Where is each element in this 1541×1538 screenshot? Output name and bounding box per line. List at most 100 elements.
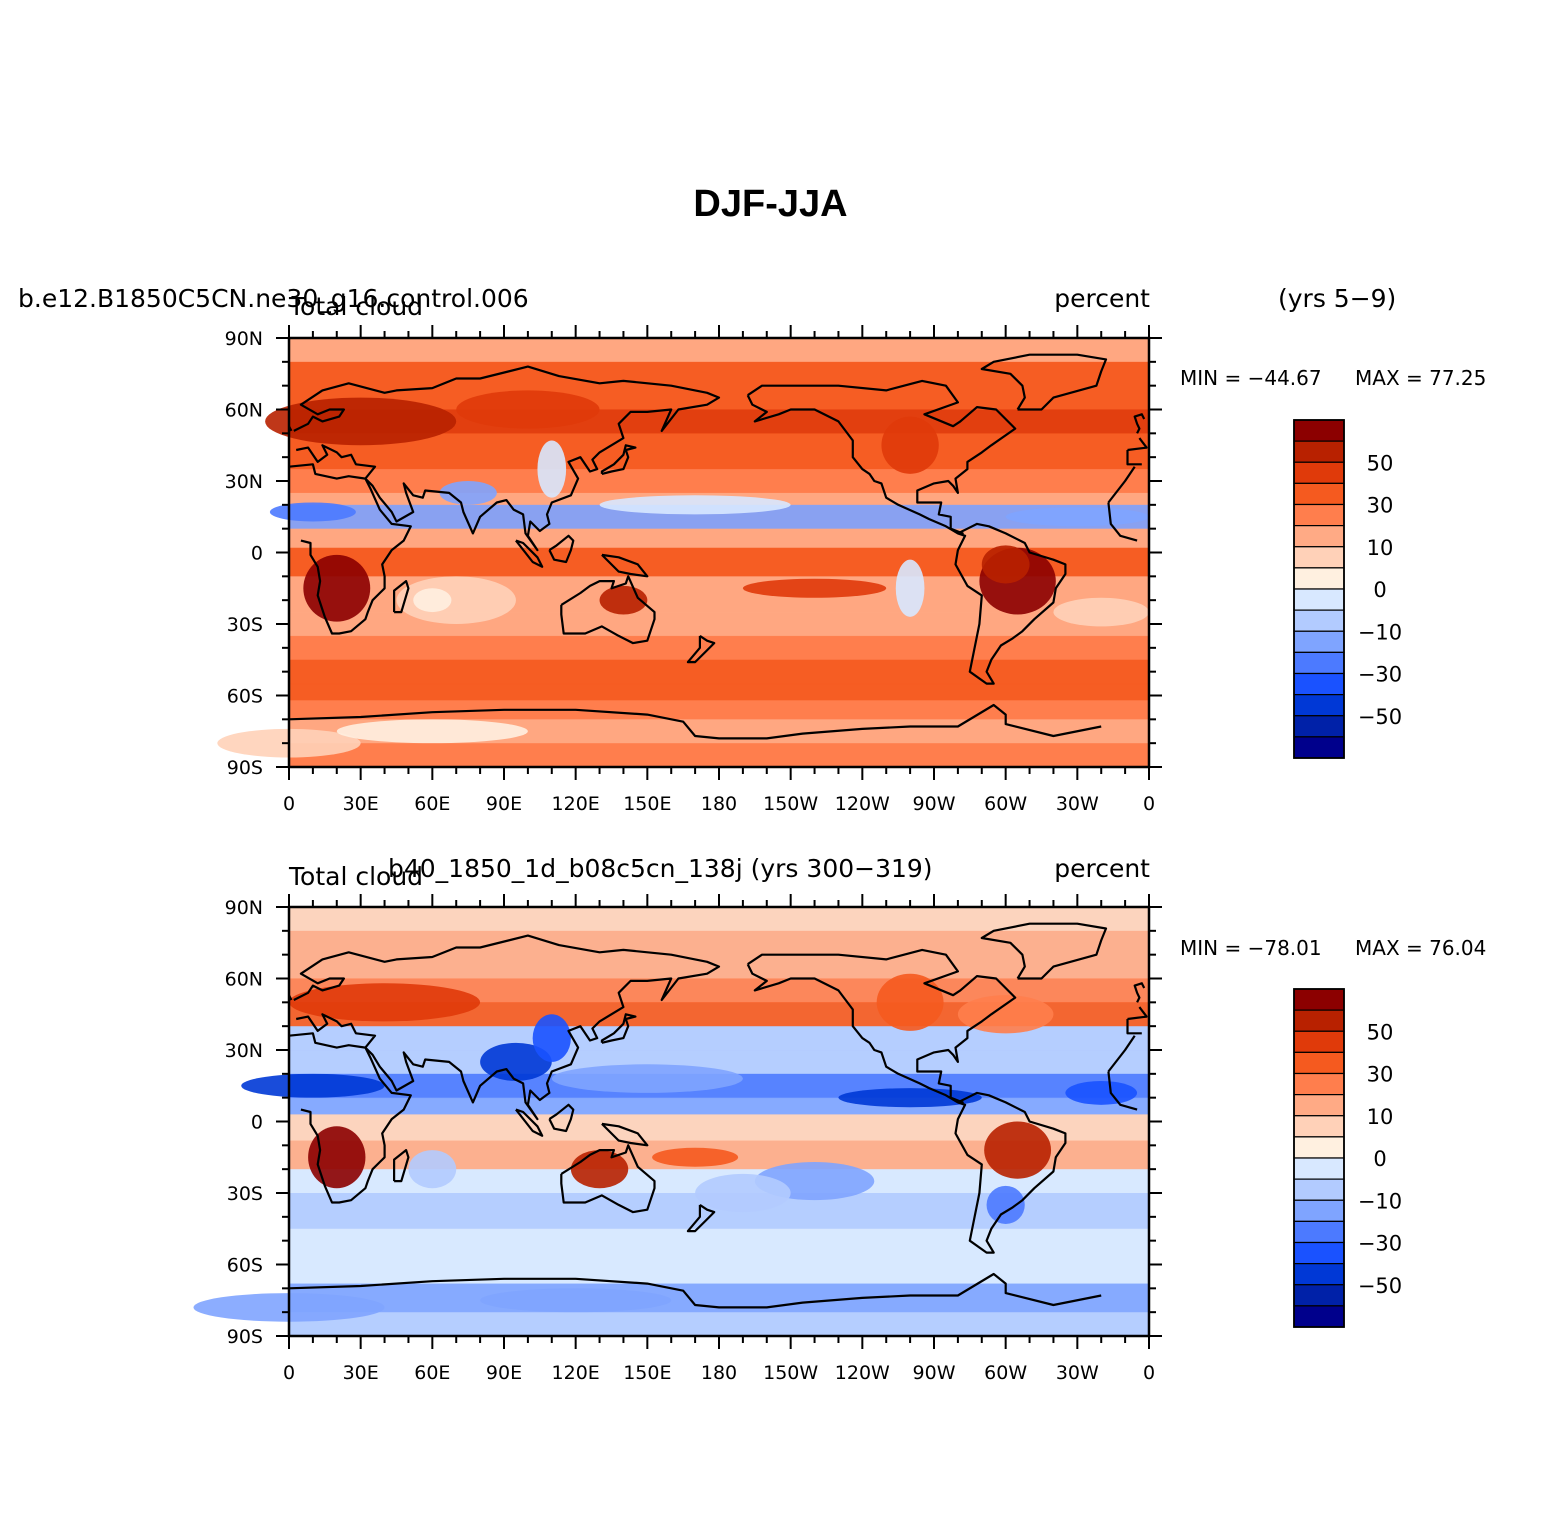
axis-ticks (276, 894, 1162, 1349)
max-label: MAX = 77.25 (1355, 366, 1487, 390)
field-blob (957, 995, 1054, 1034)
map-content (193, 907, 1149, 1337)
lon-tick-label: 150E (623, 793, 671, 815)
lon-tick-label: 120E (552, 1362, 600, 1384)
lon-tick-label: 90W (913, 1362, 956, 1384)
colorbar-label: 30 (1367, 494, 1394, 518)
coastline (293, 365, 721, 552)
lat-tick-label: 30N (225, 1040, 263, 1062)
field-band (289, 1228, 1149, 1261)
coastline (1126, 1019, 1142, 1035)
figure-title: DJF-JJA (693, 183, 848, 225)
lat-tick-label: 90N (225, 897, 263, 919)
lon-tick-label: 120W (835, 1362, 890, 1384)
coastlines (288, 922, 1148, 1309)
colorbar-label: −10 (1358, 1189, 1402, 1213)
field-blob (695, 1173, 791, 1213)
coastline (954, 1091, 1067, 1254)
coastline (1126, 450, 1142, 466)
lon-tick-label: 60E (414, 793, 450, 815)
coastline (288, 703, 1102, 740)
field-band (289, 361, 1149, 410)
field-blob (480, 1288, 672, 1313)
coastline (393, 579, 410, 614)
coastline (1127, 1006, 1148, 1021)
lon-tick-label: 0 (283, 1362, 295, 1384)
case-title: b.e12.B1850C5CN.ne30_g16.control.006 (18, 284, 529, 313)
coastlines (288, 353, 1148, 740)
coastline (980, 353, 1108, 411)
field-blob (981, 545, 1030, 584)
colorbar-label: 30 (1367, 1063, 1394, 1087)
coastline (293, 934, 721, 1121)
panel-control: b.e12.B1850C5CN.ne30_g16.control.006 Tot… (0, 0, 1541, 815)
field-band (289, 1097, 1149, 1115)
field-blob (986, 1185, 1025, 1224)
min-label: MIN = −78.01 (1180, 936, 1322, 960)
colorbar-segment (1293, 1115, 1345, 1138)
lon-tick-label: 150W (763, 793, 818, 815)
field-blob (838, 1088, 982, 1108)
colorbar-segment (1293, 1241, 1345, 1265)
colorbar-label: 10 (1367, 1105, 1394, 1129)
lat-tick-label: 60N (225, 969, 263, 991)
field-blob (881, 416, 939, 474)
colorbar-label: 0 (1373, 578, 1386, 602)
field-band (289, 635, 1149, 661)
coastline (515, 539, 544, 568)
field-band (289, 930, 1149, 979)
field-blob (532, 1014, 571, 1062)
colorbar-frame (1293, 988, 1345, 1328)
lon-tick-label: 180 (701, 1362, 737, 1384)
coastline (288, 463, 412, 635)
field-blob (984, 1121, 1052, 1179)
coastline (600, 1013, 637, 1044)
colorbar-label: −10 (1358, 620, 1402, 644)
field-blob (396, 576, 516, 625)
lat-tick-label: 60S (227, 1255, 263, 1277)
colorbar-segment (1293, 1030, 1345, 1053)
colorbar-segment (1293, 1284, 1345, 1307)
coastline (1127, 437, 1148, 452)
coastline (746, 948, 1017, 1104)
colorbar-label: −30 (1358, 663, 1402, 687)
field-blob (269, 502, 356, 522)
coastline (980, 922, 1108, 980)
field-band (289, 659, 1149, 685)
lat-tick-label: 90N (225, 328, 263, 350)
coastline (600, 444, 637, 475)
colorbar-label: 50 (1367, 451, 1394, 475)
field-band (289, 683, 1149, 701)
colorbar-segment (1293, 1220, 1345, 1244)
colorbar-label: −30 (1358, 1232, 1402, 1256)
axis-ticks (276, 325, 1162, 780)
lon-tick-label: 150W (763, 1362, 818, 1384)
panel-experiment: b40_1850_1d_b08c5cn_138j (yrs 300−319) T… (0, 0, 1541, 1384)
field-blob (537, 440, 567, 498)
lon-tick-label: 60W (984, 1362, 1027, 1384)
colorbar-segment (1293, 988, 1345, 1011)
lat-tick-label: 0 (251, 543, 263, 565)
colorbar-segment (1293, 1178, 1345, 1201)
colorbar-label: 0 (1373, 1147, 1386, 1171)
field-blob (408, 1150, 457, 1189)
field-blob (265, 397, 457, 446)
coastline (1107, 466, 1136, 504)
coastline (686, 1203, 716, 1233)
colorbar-segment (1293, 1072, 1345, 1096)
lon-tick-label: 90E (486, 793, 522, 815)
units-label: percent (1054, 284, 1150, 313)
field-band (289, 433, 1149, 470)
colorbar-segment (1293, 1305, 1345, 1328)
colorbar-frame (1293, 419, 1345, 759)
field-blobs (217, 390, 1149, 758)
lat-tick-label: 90S (227, 757, 263, 779)
field-band (289, 1312, 1149, 1337)
field-band (289, 338, 1149, 363)
field-band (289, 469, 1149, 494)
field-blob (289, 983, 481, 1022)
coastline (393, 1148, 410, 1183)
colorbar-segment (1293, 1263, 1345, 1286)
coastline (601, 1122, 649, 1147)
field-blob (876, 973, 944, 1031)
